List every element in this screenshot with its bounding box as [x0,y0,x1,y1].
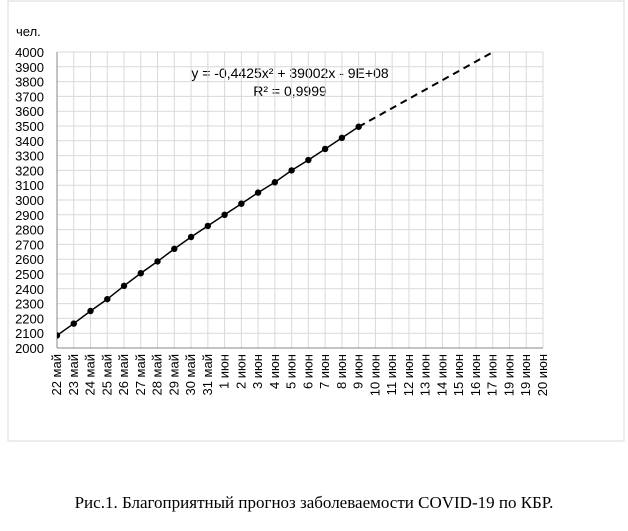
y-tick-label: 3000 [15,193,44,208]
y-tick-label: 3300 [15,149,44,164]
y-tick-label: 2700 [15,237,44,252]
data-point [154,258,161,265]
y-tick-label: 4000 [15,45,44,60]
y-axis-label: чел. [16,24,41,39]
x-tick-label: 4 июн [267,354,282,389]
plot [57,52,494,339]
x-tick-label: 22 май [49,354,64,396]
x-tick-label: 23 май [66,354,81,396]
y-tick-label: 2800 [15,223,44,238]
y-tick-label: 3600 [15,104,44,119]
x-tick-label: 10 июн [367,354,382,396]
data-point [204,222,212,230]
data-point [120,282,128,290]
x-tick-label: 25 май [99,354,114,396]
x-tick-label: 19 июн [518,354,533,396]
x-tick-label: 16 июн [468,354,483,396]
x-tick-label: 11 июн [384,354,399,395]
x-tick-label: 26 май [116,354,131,396]
y-tick-label: 2600 [15,252,44,267]
data-point [187,233,195,241]
x-tick-label: 9 июн [351,354,366,389]
data-point [70,320,77,327]
x-tick-label: 24 май [83,354,98,396]
x-tick-label: 12 июн [401,354,416,396]
x-tick-label: 6 июн [300,354,315,389]
data-point [288,167,295,174]
x-tick-label: 5 июн [284,354,299,389]
data-point [221,211,228,218]
y-tick-label: 2200 [15,311,44,326]
y-tick-label: 3500 [15,119,44,134]
y-tick-label: 3900 [15,60,44,75]
x-tick-label: 1 июн [217,354,232,389]
x-tick-label: 14 июн [434,354,449,396]
x-tick-label: 2 июн [233,354,248,389]
y-tick-label: 2300 [15,297,44,312]
x-tick-label: 19 июн [501,354,516,396]
x-tick-label: 15 июн [451,354,466,396]
y-tick-label: 2500 [15,267,44,282]
y-tick-label: 3200 [15,163,44,178]
x-tick-label: 20 июн [535,354,550,396]
data-point [238,200,245,207]
y-tick-label: 3400 [15,134,44,149]
x-tick-label: 13 июн [418,354,433,396]
x-tick-label: 3 июн [250,354,265,389]
y-tick-label: 3100 [15,178,44,193]
data-point [57,332,61,339]
y-tick-label: 2400 [15,282,44,297]
y-tick-label: 3800 [15,75,44,90]
x-tick-label: 31 май [200,354,215,396]
data-point [338,134,346,142]
x-tick-label: 8 июн [334,354,349,389]
y-tick-label: 2100 [15,326,44,341]
x-tick-label: 7 июн [317,354,332,389]
chart-frame [7,0,625,442]
x-tick-label: 17 июн [485,354,500,396]
data-point [137,270,144,277]
data-point [104,295,111,303]
data-point [87,307,94,315]
caption: Рис.1. Благоприятный прогноз заболеваемо… [75,493,554,512]
data-point [321,145,329,153]
y-tick-label: 2000 [15,341,44,356]
y-tick-label: 3700 [15,89,44,104]
data-point [254,189,262,196]
x-tick-label: 29 май [166,354,181,396]
y-tick-label: 2900 [15,208,44,223]
data-point [171,245,178,253]
x-tick-label: 27 май [133,354,148,396]
data-point [305,156,312,164]
trend-equation: y = -0,4425x² + 39002x - 9E+08 [191,65,389,81]
x-tick-label: 28 май [150,354,165,396]
x-tick-label: 30 май [183,354,198,396]
series-line [358,52,494,128]
data-point [271,179,279,186]
